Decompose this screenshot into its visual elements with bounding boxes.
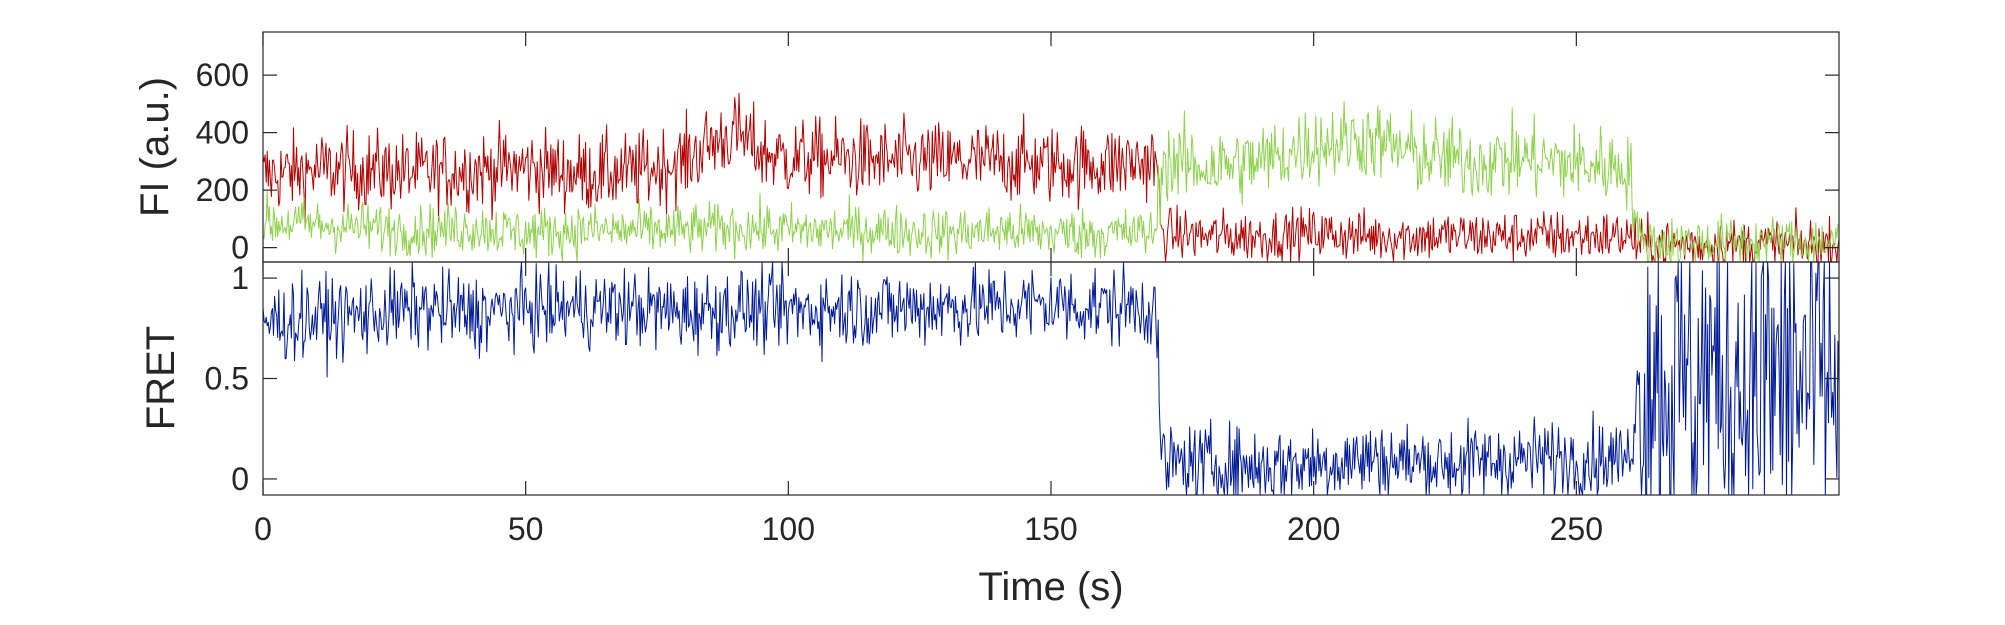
fret-y-tick-label: 1 <box>231 260 249 296</box>
time-x-tick-label: 100 <box>762 511 815 547</box>
fluorescence-y-tick-label: 600 <box>196 57 249 93</box>
fret-series-0-line <box>263 262 1839 495</box>
time-x-tick-label: 0 <box>254 511 272 547</box>
fluorescence-y-tick-label: 0 <box>231 230 249 266</box>
fluorescence-series-1-line <box>263 100 1839 262</box>
time-x-tick-label: 150 <box>1024 511 1077 547</box>
fluorescence-traces <box>263 92 1839 262</box>
time-x-axis-title: Time (s) <box>978 565 1123 609</box>
fret-panel: 00.51 0 50 100 150 200 250 FRET Time (s) <box>139 260 1840 609</box>
fluorescence-y-axis-title: FI (a.u.) <box>133 77 177 217</box>
fluorescence-y-tick-label: 400 <box>196 115 249 151</box>
fluorescence-y-tick-label: 200 <box>196 172 249 208</box>
fret-y-tick-label: 0.5 <box>205 361 249 397</box>
fret-traces <box>263 262 1839 495</box>
fret-y-tick-label: 0 <box>231 461 249 497</box>
fluorescence-panel: 0 200 400 600 FI (a.u.) <box>133 31 1840 266</box>
time-x-ticks: 0 50 100 150 200 250 <box>254 262 1603 547</box>
fluorescence-series-0-line <box>263 92 1839 262</box>
time-x-tick-label: 200 <box>1287 511 1340 547</box>
time-x-tick-label: 50 <box>508 511 544 547</box>
fret-y-ticks: 00.51 <box>205 260 1839 497</box>
fret-y-axis-title: FRET <box>139 326 183 430</box>
fluorescence-y-ticks: 0 200 400 600 <box>196 32 1839 266</box>
time-x-tick-label: 250 <box>1550 511 1603 547</box>
